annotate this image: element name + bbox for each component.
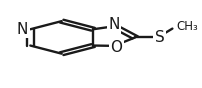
Text: N: N	[17, 22, 28, 37]
Text: CH₃: CH₃	[176, 20, 198, 33]
Text: S: S	[155, 30, 165, 45]
Text: O: O	[110, 40, 122, 55]
Text: N: N	[108, 17, 120, 32]
